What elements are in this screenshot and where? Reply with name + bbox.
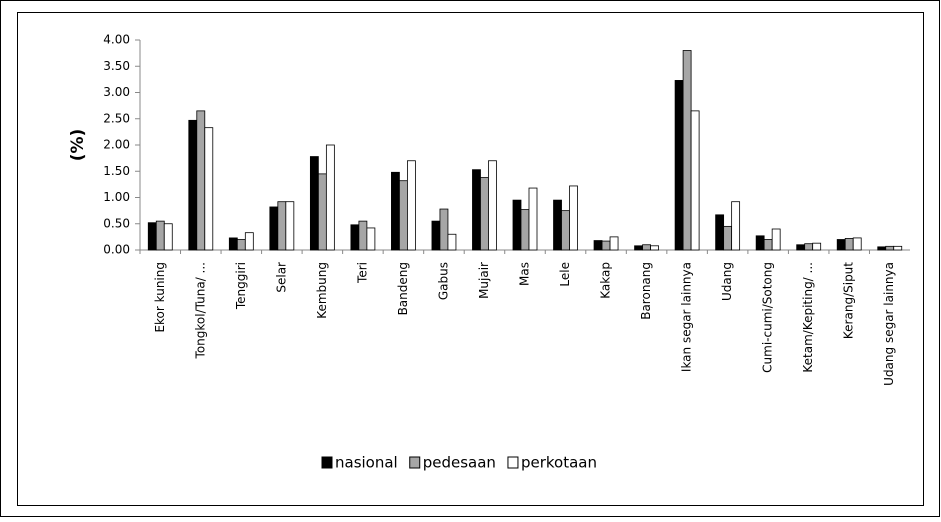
x-tick-label: Udang bbox=[720, 262, 734, 301]
bar bbox=[350, 224, 360, 251]
bar bbox=[155, 220, 165, 251]
bar bbox=[147, 222, 157, 251]
bar bbox=[325, 144, 335, 251]
x-tick-label: Mujair bbox=[477, 262, 491, 299]
x-tick-label: Gabus bbox=[436, 262, 450, 300]
y-tick-label: 3.50 bbox=[103, 59, 130, 73]
bar bbox=[391, 171, 400, 251]
bar bbox=[204, 127, 214, 251]
legend-swatch bbox=[321, 456, 333, 469]
x-tick-label: Baronang bbox=[639, 262, 653, 320]
bar bbox=[836, 239, 846, 251]
x-tick-label: Kerang/Siput bbox=[842, 262, 856, 339]
bar bbox=[569, 185, 578, 251]
bar bbox=[755, 235, 765, 251]
x-tick-label: Kakap bbox=[599, 262, 613, 299]
x-tick-label: Tongkol/Tuna/ ... bbox=[193, 262, 207, 359]
bar bbox=[723, 225, 733, 251]
bar bbox=[690, 110, 700, 251]
bar bbox=[893, 245, 903, 251]
legend-swatch bbox=[409, 456, 421, 469]
x-tick-label: Teri bbox=[355, 262, 369, 284]
bar bbox=[407, 160, 416, 251]
bar bbox=[553, 199, 562, 251]
x-tick-label: Mas bbox=[518, 262, 532, 286]
legend-label: nasional bbox=[335, 454, 398, 472]
bar bbox=[431, 220, 441, 251]
x-tick-label: Lele bbox=[558, 262, 572, 287]
y-tick-label: 4.00 bbox=[103, 33, 130, 47]
bar bbox=[196, 110, 206, 251]
x-tick-label: Bandeng bbox=[396, 262, 410, 315]
bar bbox=[358, 220, 368, 251]
bar bbox=[269, 206, 279, 251]
y-tick-label: 0.00 bbox=[103, 243, 130, 257]
bar bbox=[844, 238, 854, 251]
bar bbox=[480, 177, 489, 251]
bar bbox=[885, 245, 895, 251]
bar bbox=[601, 240, 611, 251]
bar bbox=[439, 208, 449, 251]
plot-frame bbox=[17, 12, 924, 506]
bar bbox=[366, 227, 376, 251]
bar bbox=[188, 119, 198, 251]
bar bbox=[244, 232, 254, 251]
x-tick-label: Kembung bbox=[315, 262, 329, 319]
bar bbox=[682, 50, 692, 251]
x-tick-label: Ikan segar lainnya bbox=[680, 262, 694, 372]
y-tick-label: 2.00 bbox=[103, 138, 130, 152]
bar bbox=[285, 201, 295, 251]
bar bbox=[877, 246, 887, 251]
bar bbox=[163, 223, 173, 251]
y-tick-label: 1.50 bbox=[103, 164, 130, 178]
bar bbox=[715, 214, 725, 251]
bar bbox=[309, 156, 319, 251]
legend-label: pedesaan bbox=[423, 454, 496, 472]
y-tick-label: 3.00 bbox=[103, 85, 130, 99]
bar bbox=[593, 240, 603, 251]
bar bbox=[650, 245, 659, 251]
bar bbox=[236, 239, 246, 251]
y-tick-label: 2.50 bbox=[103, 111, 130, 125]
bar bbox=[520, 209, 530, 251]
bar bbox=[228, 237, 238, 251]
bar bbox=[528, 187, 538, 251]
bar bbox=[512, 199, 522, 251]
bar bbox=[771, 228, 781, 251]
legend-label: perkotaan bbox=[521, 454, 597, 472]
x-tick-label: Udang segar lainnya bbox=[882, 262, 896, 386]
bar bbox=[731, 201, 741, 251]
x-tick-label: Ekor kuning bbox=[153, 262, 167, 333]
x-tick-label: Cumi-cumi/Sotong bbox=[761, 262, 775, 373]
bar bbox=[642, 244, 651, 251]
y-tick-label: 0.50 bbox=[103, 216, 130, 230]
y-tick-label: 1.00 bbox=[103, 190, 130, 204]
y-axis-label: (%) bbox=[68, 129, 88, 162]
x-tick-label: Selar bbox=[274, 262, 288, 293]
bar bbox=[561, 210, 570, 251]
legend-swatch bbox=[507, 456, 519, 469]
bar bbox=[812, 242, 822, 251]
bar bbox=[447, 233, 457, 251]
bar bbox=[634, 245, 643, 251]
bar bbox=[472, 169, 481, 251]
bar bbox=[674, 80, 684, 251]
bar bbox=[399, 180, 408, 251]
bar bbox=[796, 244, 806, 251]
bar bbox=[488, 160, 497, 251]
x-tick-label: Ketam/Kepiting/ ... bbox=[801, 262, 815, 373]
bar bbox=[763, 239, 773, 251]
bar bbox=[317, 173, 327, 251]
bar bbox=[804, 243, 814, 251]
bar bbox=[277, 201, 287, 251]
x-tick-label: Tenggiri bbox=[234, 262, 248, 310]
bar bbox=[852, 237, 862, 251]
bar bbox=[609, 236, 619, 251]
